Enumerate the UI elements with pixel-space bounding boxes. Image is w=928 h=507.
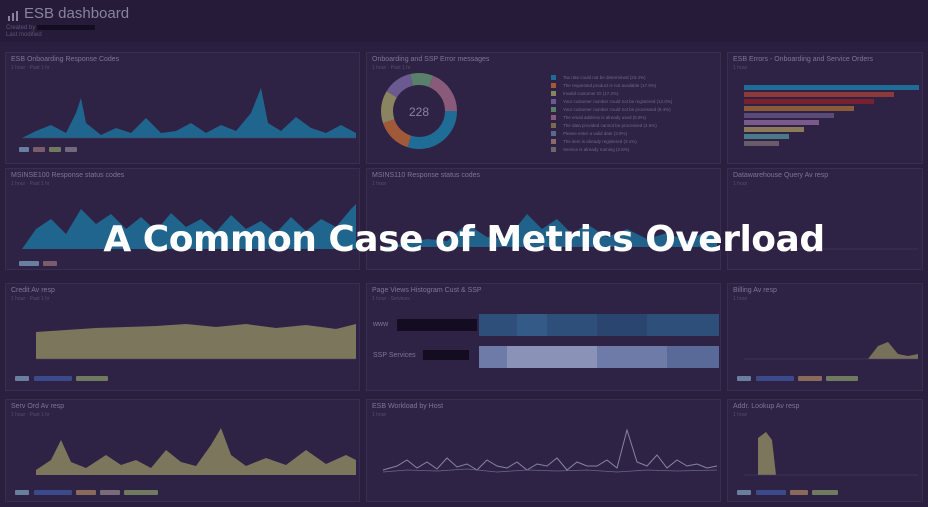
- legend-chip: [756, 376, 794, 381]
- legend-chip: [15, 376, 29, 381]
- panel-title: Serv Ord Av resp: [11, 403, 65, 410]
- area-chart: [383, 214, 717, 247]
- panel-subtitle: 1 hour · Past 1 hr: [11, 412, 50, 418]
- legend-chip: [798, 376, 822, 381]
- legend-item: Invalid customer ID (17.2%): [551, 91, 619, 96]
- overlay-headline: A Common Case of Metrics Overload: [103, 219, 825, 260]
- area-chart: [22, 88, 356, 139]
- panel-subtitle: 1 hour: [733, 181, 748, 187]
- legend-item: The email address is already used (5.9%): [551, 115, 646, 120]
- horizontal-bar-chart: [744, 85, 919, 146]
- panel-subtitle: 1 hour: [733, 65, 748, 71]
- panel-onboarding-response-codes[interactable]: ESB Onboarding Response Codes 1 hour · P…: [5, 52, 360, 164]
- panel-title: Onboarding and SSP Error messages: [372, 56, 490, 63]
- line-chart: [382, 428, 718, 473]
- legend-item: Your customer number could not be regist…: [551, 99, 672, 104]
- legend-item: The item is already registered (3.1%): [551, 139, 637, 144]
- legend-chip: [826, 376, 858, 381]
- panel-title: MSINSE100 Response status codes: [11, 172, 125, 179]
- panel-datawarehouse-query[interactable]: Datawarehouse Query Av resp 1 hour: [727, 168, 923, 270]
- redacted-text: [37, 25, 96, 30]
- error-legend: Tax rate could not be determined (23.4%)…: [551, 75, 716, 155]
- panel-addr-lookup-av-resp[interactable]: Addr. Lookup Av resp 1 hour: [727, 399, 923, 502]
- panel-credit-av-resp[interactable]: Credit Av resp 1 hour · Past 1 hr: [5, 283, 360, 391]
- legend-chip: [33, 147, 45, 152]
- area-chart: [36, 324, 356, 360]
- panel-subtitle: 1 hour · Past 1 hr: [372, 65, 411, 71]
- legend-item: Tax rate could not be determined (23.4%): [551, 75, 646, 80]
- legend-chip: [49, 147, 61, 152]
- legend-chip: [19, 147, 29, 152]
- panel-title: Page Views Histogram Cust & SSP: [372, 287, 482, 294]
- area-chart: [744, 342, 918, 360]
- legend-chip: [15, 490, 29, 495]
- modified-label: Last modified: [6, 32, 42, 39]
- legend-item: Service is already running (2.6%): [551, 147, 629, 152]
- legend-item: The requested product is not available (…: [551, 83, 656, 88]
- panel-error-messages[interactable]: Onboarding and SSP Error messages 1 hour…: [366, 52, 721, 164]
- dashboard-header: ESB dashboard Created by Last modified: [0, 0, 928, 42]
- donut-chart: [381, 73, 457, 149]
- heatmap: [397, 314, 719, 368]
- area-chart: [22, 204, 356, 249]
- created-by-label: Created by: [6, 25, 36, 32]
- legend-item: Your customer number could not be proces…: [551, 107, 671, 112]
- legend-chip: [76, 376, 108, 381]
- area-chart: [36, 428, 356, 475]
- legend-chip: [34, 490, 72, 495]
- panel-subtitle: 1 hour: [733, 296, 748, 302]
- legend-chip: [737, 490, 751, 495]
- panel-subtitle: 1 hour · Services: [372, 296, 410, 302]
- panel-title: Datawarehouse Query Av resp: [733, 172, 829, 179]
- dashboard-title: ESB dashboard: [24, 5, 130, 22]
- panel-subtitle: 1 hour: [372, 412, 387, 418]
- legend-chip: [756, 490, 786, 495]
- heatmap-row-label: www: [373, 321, 389, 328]
- legend-item: Please enter a valid date (3.9%): [551, 131, 627, 136]
- panel-subtitle: 1 hour: [733, 412, 748, 418]
- panel-title: Credit Av resp: [11, 287, 55, 294]
- legend-chip: [65, 147, 77, 152]
- legend-chip: [34, 376, 72, 381]
- legend-chip: [43, 261, 57, 266]
- panel-title: ESB Onboarding Response Codes: [11, 56, 120, 63]
- donut-center-value: 228: [409, 105, 430, 119]
- legend-item: The data provided cannot be processed (4…: [551, 123, 657, 128]
- panel-serv-ord-av-resp[interactable]: Serv Ord Av resp 1 hour · Past 1 hr: [5, 399, 360, 502]
- panel-title: MSINS110 Response status codes: [372, 172, 481, 179]
- legend-chip: [100, 490, 120, 495]
- panel-subtitle: 1 hour: [372, 181, 387, 187]
- area-chart: [744, 432, 918, 476]
- panel-page-views-histogram[interactable]: Page Views Histogram Cust & SSP 1 hour ·…: [366, 283, 721, 391]
- heatmap-row-label: SSP Services: [373, 352, 416, 359]
- panel-subtitle: 1 hour · Past 1 hr: [11, 296, 50, 302]
- legend-chip: [737, 376, 751, 381]
- panel-esb-workload-by-host[interactable]: ESB Workload by Host 1 hour: [366, 399, 721, 502]
- legend-chip: [76, 490, 96, 495]
- line-chart: [744, 248, 918, 250]
- panel-esb-errors[interactable]: ESB Errors - Onboarding and Service Orde…: [727, 52, 923, 164]
- legend-chip: [124, 490, 158, 495]
- legend-chip: [790, 490, 808, 495]
- panel-msinse100-response[interactable]: MSINSE100 Response status codes 1 hour ·…: [5, 168, 360, 270]
- panel-title: Addr. Lookup Av resp: [733, 403, 800, 410]
- panel-subtitle: 1 hour · Past 1 hr: [11, 181, 50, 187]
- legend-chip: [19, 261, 39, 266]
- panel-title: ESB Workload by Host: [372, 403, 444, 410]
- dashboard-subtitle: Created by Last modified: [6, 25, 96, 39]
- bar-chart-icon: [8, 11, 18, 21]
- panel-subtitle: 1 hour · Past 1 hr: [11, 65, 50, 71]
- panel-billing-av-resp[interactable]: Billing Av resp 1 hour: [727, 283, 923, 391]
- panel-title: Billing Av resp: [733, 287, 777, 294]
- panel-msins110-response[interactable]: MSINS110 Response status codes 1 hour: [366, 168, 721, 270]
- panel-title: ESB Errors - Onboarding and Service Orde…: [733, 56, 874, 63]
- legend-chip: [812, 490, 838, 495]
